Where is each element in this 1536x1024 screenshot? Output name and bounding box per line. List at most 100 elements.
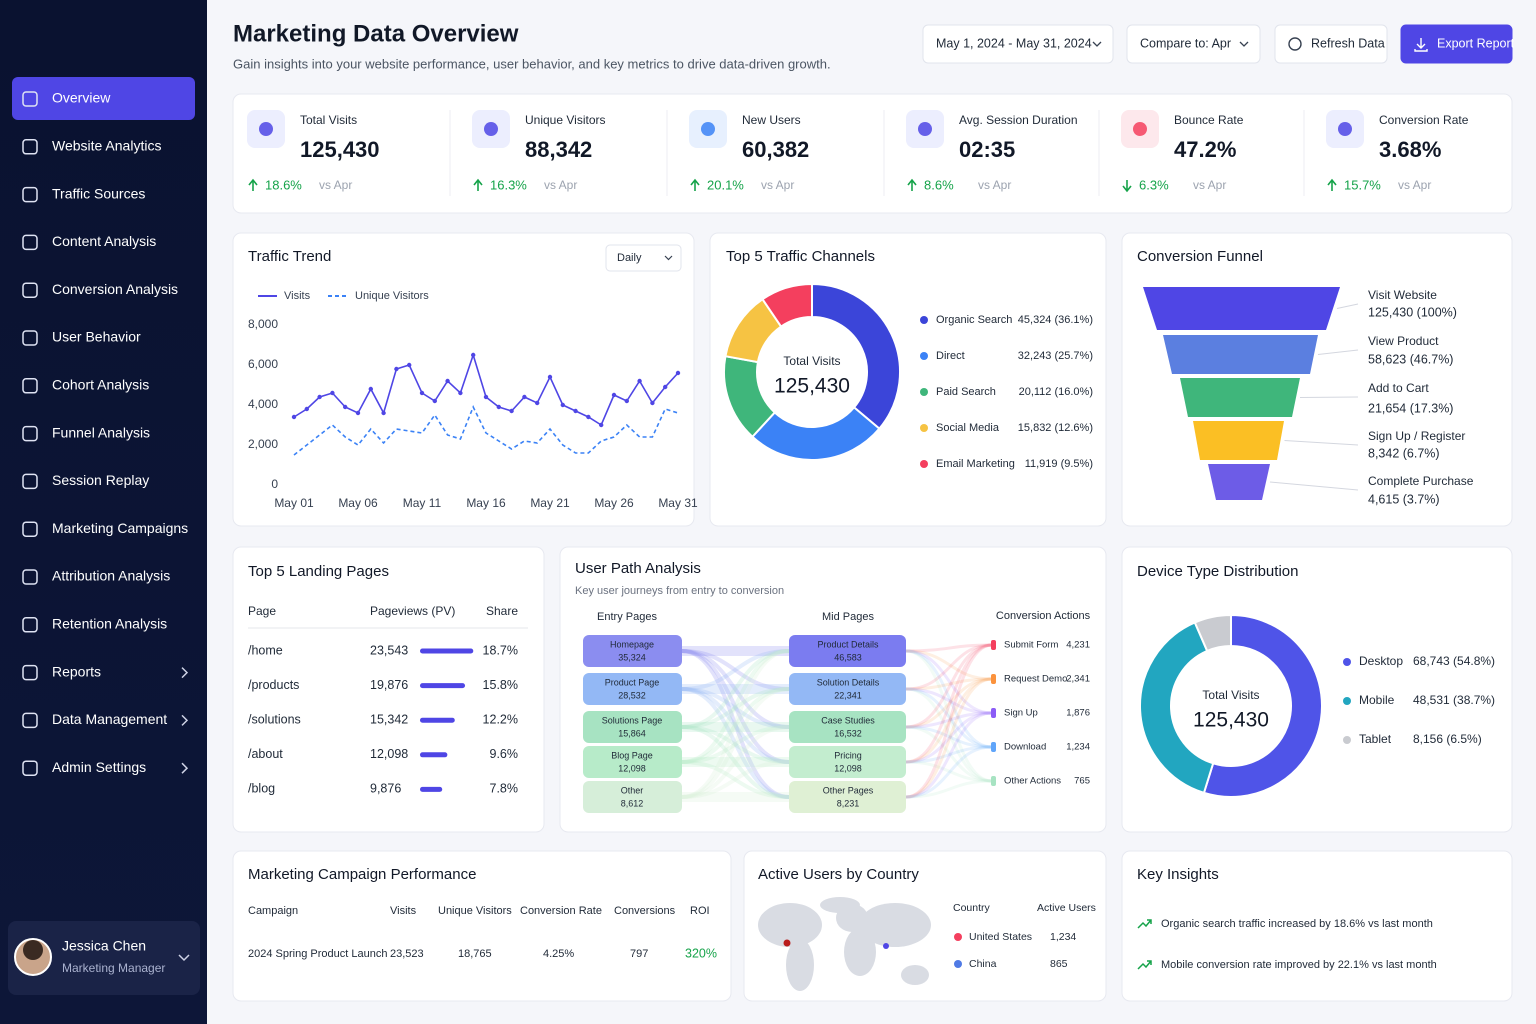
- data-point: [419, 390, 425, 396]
- nav-active: [12, 77, 195, 120]
- card-title: Traffic Trend: [248, 248, 331, 265]
- kpi-compare: vs Apr: [761, 178, 794, 192]
- chevron: [1239, 41, 1249, 47]
- action-label: Submit Form: [1004, 640, 1058, 651]
- x-tick-label: May 31: [658, 496, 698, 510]
- card-title: Conversion Funnel: [1137, 248, 1263, 265]
- kpi-change: 6.3%: [1139, 177, 1169, 192]
- map-land: [786, 939, 814, 991]
- nav-item[interactable]: Marketing Campaigns: [52, 520, 188, 536]
- nav-item[interactable]: Attribution Analysis: [52, 568, 170, 584]
- nav-item[interactable]: Conversion Analysis: [52, 281, 178, 297]
- data-point: [483, 394, 489, 400]
- cell: 18,765: [458, 948, 492, 960]
- card-subtitle: Key user journeys from entry to conversi…: [575, 585, 784, 597]
- action-value: 765: [1074, 776, 1090, 787]
- page-path: /about: [248, 747, 283, 761]
- nav-item[interactable]: Session Replay: [52, 472, 149, 488]
- nav-item[interactable]: Content Analysis: [52, 233, 156, 249]
- kpi-compare: vs Apr: [978, 178, 1011, 192]
- value-label: 11,919 (9.5%): [1025, 458, 1093, 470]
- stage-value: 8,342 (6.7%): [1368, 446, 1440, 460]
- nav-item[interactable]: Traffic Sources: [52, 185, 145, 201]
- center-label: Total Visits: [1202, 688, 1259, 702]
- legend-label: Desktop: [1359, 654, 1403, 668]
- card-title: Active Users by Country: [758, 866, 919, 883]
- dropdown[interactable]: [605, 244, 682, 272]
- flow: [681, 760, 790, 799]
- legend-label: Paid Search: [936, 386, 996, 398]
- column-header: Country: [953, 902, 991, 914]
- action-marker: [991, 640, 996, 650]
- kpi-value: 47.2%: [1174, 137, 1236, 162]
- action-marker: [991, 776, 996, 786]
- data-point: [663, 384, 668, 390]
- path-node: [789, 746, 906, 778]
- nav-item[interactable]: Admin Settings: [52, 759, 146, 775]
- button[interactable]: [1126, 24, 1261, 64]
- center-value: 125,430: [1193, 709, 1269, 732]
- flow: [681, 649, 790, 764]
- donut-segment: [761, 282, 813, 328]
- value-label: 15,832 (12.6%): [1018, 422, 1093, 434]
- insight-text: Mobile conversion rate improved by 22.1%…: [1161, 959, 1437, 971]
- flow: [905, 643, 993, 653]
- refresh-icon: [1288, 37, 1302, 51]
- button[interactable]: [1400, 24, 1513, 64]
- action-marker: [991, 742, 996, 752]
- button-label: Refresh Data: [1311, 36, 1385, 50]
- kpi-label: Avg. Session Duration: [959, 113, 1078, 127]
- nav-item[interactable]: Cohort Analysis: [52, 377, 149, 393]
- nav-item[interactable]: Overview: [52, 90, 111, 106]
- chevron: [664, 255, 673, 261]
- kpi-icon-glyph: [918, 122, 932, 136]
- legend-dot: [920, 424, 928, 432]
- legend-label: Visits: [284, 290, 311, 302]
- kpi-value: 125,430: [300, 137, 380, 162]
- path-node: [789, 781, 906, 813]
- nav-icon: [22, 139, 38, 155]
- nav-item[interactable]: Data Management: [52, 711, 167, 727]
- y-tick-label: 8,000: [248, 317, 278, 331]
- button[interactable]: [1274, 24, 1388, 64]
- x-tick-label: May 26: [594, 496, 634, 510]
- stage-value: 4,615 (3.7%): [1368, 492, 1440, 506]
- data-point: [560, 402, 565, 408]
- kpi-label: New Users: [742, 113, 801, 127]
- flow: [681, 687, 790, 764]
- button-label: Compare to: Apr: [1140, 36, 1231, 50]
- data-point: [637, 378, 642, 384]
- legend-label: Direct: [936, 350, 965, 362]
- nav-item[interactable]: Funnel Analysis: [52, 424, 150, 440]
- button[interactable]: [922, 24, 1114, 64]
- map-land: [820, 897, 860, 913]
- card-title: Key Insights: [1137, 866, 1219, 883]
- node-value: 16,532: [834, 728, 862, 738]
- data-point: [471, 352, 476, 358]
- kpi-value: 60,382: [742, 137, 809, 162]
- nav-item[interactable]: User Behavior: [52, 329, 141, 345]
- path-node: [789, 635, 906, 667]
- flow: [905, 711, 993, 729]
- action-label: Download: [1004, 742, 1046, 753]
- stage-label: Visit Website: [1368, 288, 1437, 302]
- insight-text: Organic search traffic increased by 18.6…: [1161, 918, 1433, 930]
- flow: [905, 649, 993, 749]
- data-point: [496, 404, 501, 410]
- legend-label: Organic Search: [936, 314, 1012, 326]
- legend-dot: [1343, 658, 1351, 666]
- node-label: Product Details: [817, 639, 879, 649]
- path-node: [583, 746, 682, 778]
- x-tick-label: May 06: [338, 496, 378, 510]
- nav-icon: [22, 378, 38, 394]
- funnel-stage: [1208, 464, 1270, 500]
- nav-item[interactable]: Retention Analysis: [52, 616, 167, 632]
- action-value: 1,234: [1066, 742, 1090, 753]
- nav-item[interactable]: Reports: [52, 663, 101, 679]
- flow: [905, 745, 993, 764]
- flow: [681, 725, 790, 799]
- chevron: [178, 954, 190, 962]
- nav-item[interactable]: Website Analytics: [52, 138, 161, 154]
- stage-label: Add to Cart: [1368, 381, 1429, 395]
- action-label: Request Demo: [1004, 674, 1067, 685]
